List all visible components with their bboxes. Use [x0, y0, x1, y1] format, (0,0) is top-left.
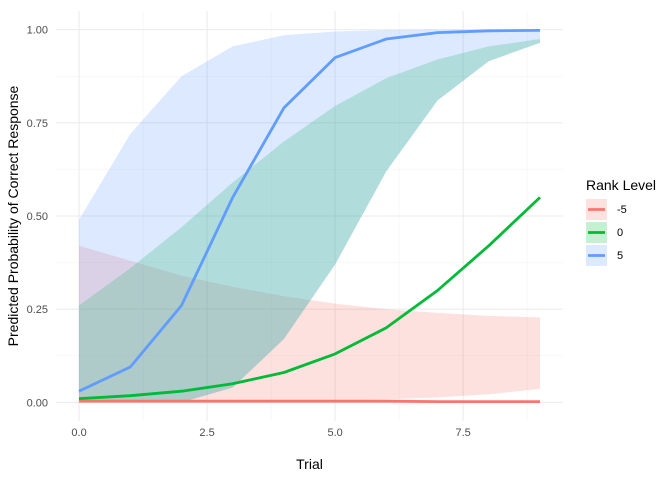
x-axis-title: Trial	[296, 456, 323, 472]
x-tick-label: 5.0	[327, 427, 342, 439]
confidence-band	[79, 39, 540, 403]
x-tick-label: 2.5	[199, 427, 214, 439]
confidence-band	[79, 245, 540, 403]
x-tick-label: 7.5	[455, 427, 470, 439]
y-tick-label: 0.50	[27, 211, 48, 223]
legend: Rank Level -5 0 5	[586, 177, 656, 266]
confidence-band	[79, 29, 540, 403]
y-axis-title: Predicted Probability of Correct Respons…	[5, 85, 21, 346]
y-tick-label: 0.25	[27, 304, 48, 316]
y-tick-label: 0.75	[27, 118, 48, 130]
x-tick-label: 0.0	[71, 427, 86, 439]
legend-label: 5	[617, 250, 623, 262]
legend-items: -5 0 5	[586, 199, 627, 266]
confidence-bands	[79, 29, 540, 403]
y-axis-ticks: 0.00 0.25 0.50 0.75 1.00	[27, 25, 48, 410]
legend-title: Rank Level	[586, 177, 656, 193]
y-tick-label: 1.00	[27, 25, 48, 37]
series-lines	[78, 29, 541, 404]
plot-panel	[56, 11, 563, 421]
series-line	[78, 29, 541, 393]
x-axis-ticks: 0.0 2.5 5.0 7.5	[71, 427, 470, 439]
legend-label: -5	[617, 204, 627, 216]
legend-label: 0	[617, 227, 623, 239]
y-tick-label: 0.00	[27, 397, 48, 409]
series-line	[78, 196, 541, 400]
